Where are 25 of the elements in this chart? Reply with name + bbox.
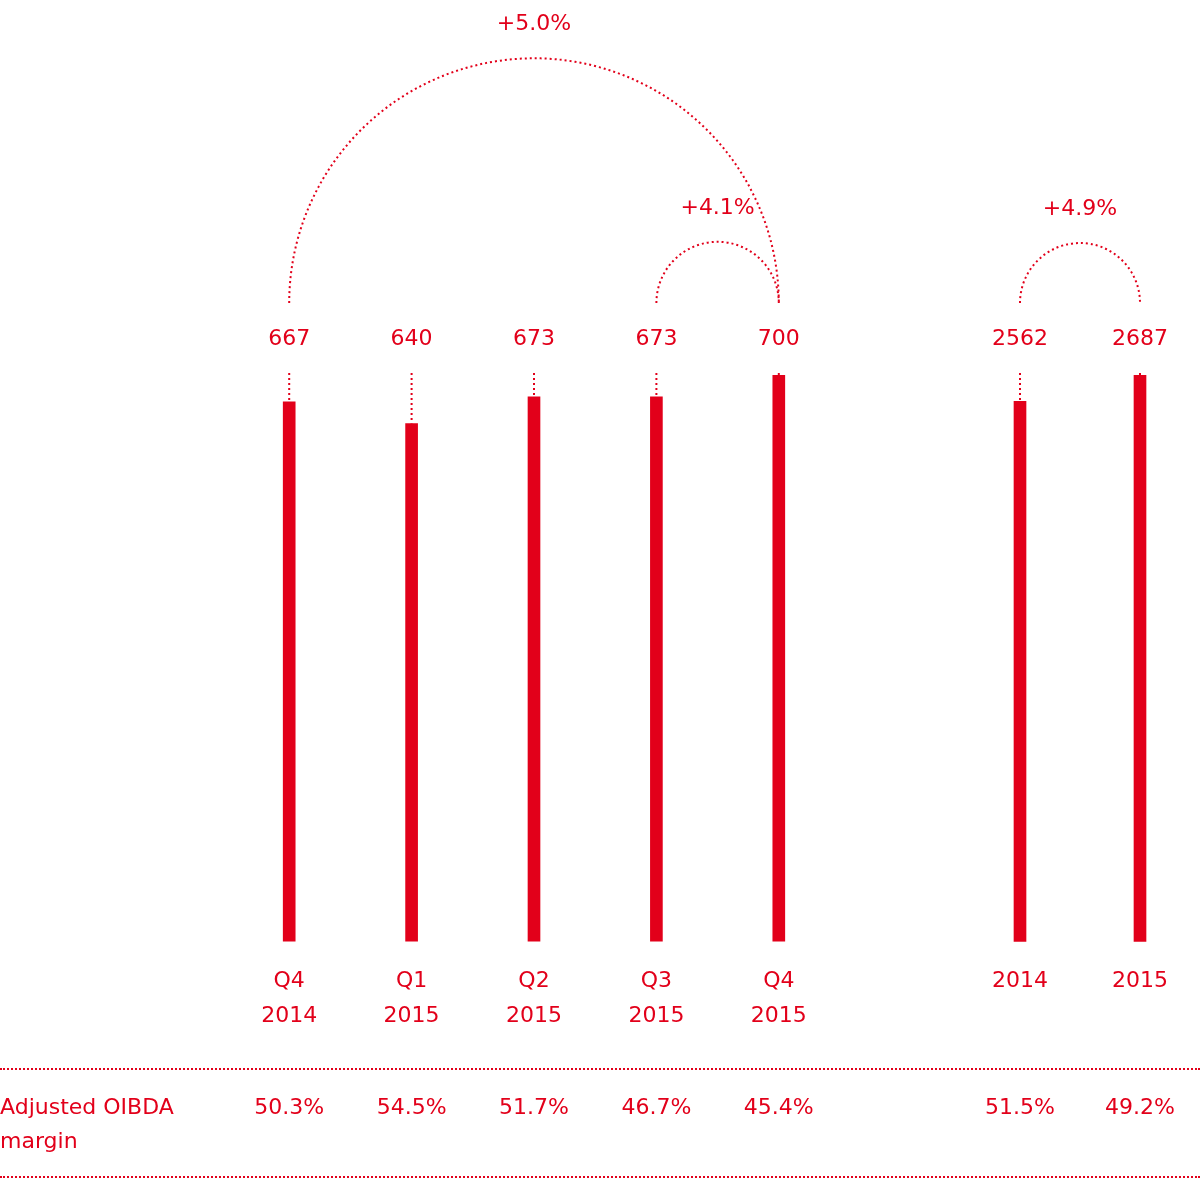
- x-tick-label: 2014: [992, 967, 1048, 993]
- x-tick-label: Q4 2014: [261, 966, 318, 1028]
- text: Adjusted OIBDA margin: [0, 1093, 175, 1155]
- data-label: 2687: [1112, 324, 1168, 350]
- text: +4.9%: [1042, 194, 1118, 220]
- text: 49.2%: [1105, 1093, 1175, 1121]
- data-label: 673: [635, 324, 678, 350]
- data-label: 667: [268, 324, 311, 350]
- text: 45.4%: [743, 1093, 814, 1121]
- x-tick-label: Q3 2015: [628, 966, 685, 1028]
- x-tick-label: 2015: [1112, 967, 1168, 993]
- data-label: 640: [390, 324, 433, 350]
- text: 51.5%: [985, 1093, 1055, 1121]
- text: 51.7%: [499, 1093, 569, 1121]
- text: 46.7%: [621, 1093, 692, 1121]
- x-tick-label: Q4 2015: [750, 966, 807, 1028]
- text: 54.5%: [376, 1093, 447, 1121]
- data-label: 700: [757, 324, 800, 350]
- data-label: 673: [513, 324, 555, 350]
- text: +4.1%: [680, 193, 755, 219]
- text: 50.3%: [254, 1093, 325, 1121]
- x-tick-label: Q2 2015: [506, 966, 562, 1028]
- text: +5.0%: [496, 9, 572, 35]
- data-label: 2562: [992, 324, 1048, 350]
- x-tick-label: Q1 2015: [383, 966, 440, 1028]
